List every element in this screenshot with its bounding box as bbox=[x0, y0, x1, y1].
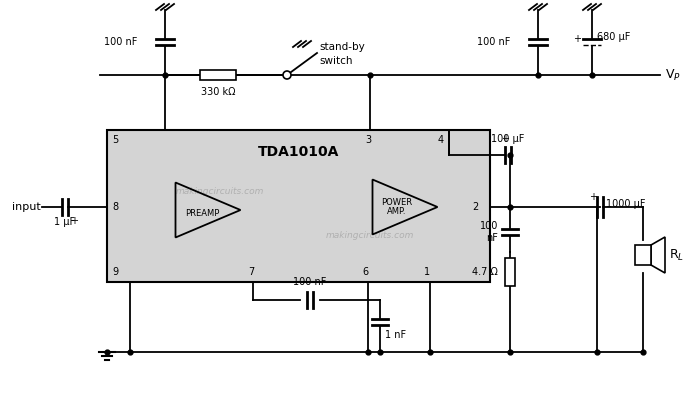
Text: +: + bbox=[573, 34, 581, 44]
Text: 680 µF: 680 µF bbox=[597, 32, 630, 42]
Text: 100 nF: 100 nF bbox=[103, 37, 137, 47]
Text: +: + bbox=[70, 216, 78, 226]
Bar bbox=[635, 245, 651, 265]
Text: 4.7 Ω: 4.7 Ω bbox=[472, 267, 498, 277]
Circle shape bbox=[283, 71, 291, 79]
Text: PREAMP: PREAMP bbox=[185, 210, 219, 218]
Text: 6: 6 bbox=[362, 267, 368, 277]
Text: 8: 8 bbox=[112, 202, 118, 212]
Text: 330 kΩ: 330 kΩ bbox=[200, 87, 235, 97]
Text: 5: 5 bbox=[112, 135, 119, 145]
Text: stand-by: stand-by bbox=[319, 42, 364, 52]
Text: 4: 4 bbox=[438, 135, 444, 145]
Text: 100 nF: 100 nF bbox=[294, 277, 327, 287]
Text: 1 µF: 1 µF bbox=[54, 217, 76, 227]
Text: 100 µF: 100 µF bbox=[491, 134, 525, 144]
Text: 100 nF: 100 nF bbox=[477, 37, 510, 47]
Text: switch: switch bbox=[319, 56, 353, 66]
Text: 1000 µF: 1000 µF bbox=[606, 199, 646, 209]
Text: input: input bbox=[12, 202, 41, 212]
Text: makingcircuits.com: makingcircuits.com bbox=[176, 187, 264, 197]
Text: 3: 3 bbox=[365, 135, 371, 145]
Bar bbox=[505, 258, 515, 286]
Text: +: + bbox=[501, 134, 509, 144]
Text: 7: 7 bbox=[248, 267, 254, 277]
Text: V$_P$: V$_P$ bbox=[665, 67, 681, 83]
Text: 100
nF: 100 nF bbox=[480, 221, 498, 243]
Bar bbox=[107, 130, 490, 282]
Text: 9: 9 bbox=[112, 267, 118, 277]
Text: 2: 2 bbox=[472, 202, 478, 212]
Text: R$_L$: R$_L$ bbox=[669, 247, 684, 262]
Text: TDA1010A: TDA1010A bbox=[258, 145, 339, 159]
Text: AMP.: AMP. bbox=[387, 207, 407, 216]
Text: makingcircuits.com: makingcircuits.com bbox=[326, 231, 414, 239]
Text: +: + bbox=[589, 192, 597, 202]
Text: 1: 1 bbox=[424, 267, 430, 277]
Text: 1 nF: 1 nF bbox=[385, 330, 406, 340]
Bar bbox=[200, 70, 236, 80]
Text: POWER: POWER bbox=[382, 198, 413, 207]
